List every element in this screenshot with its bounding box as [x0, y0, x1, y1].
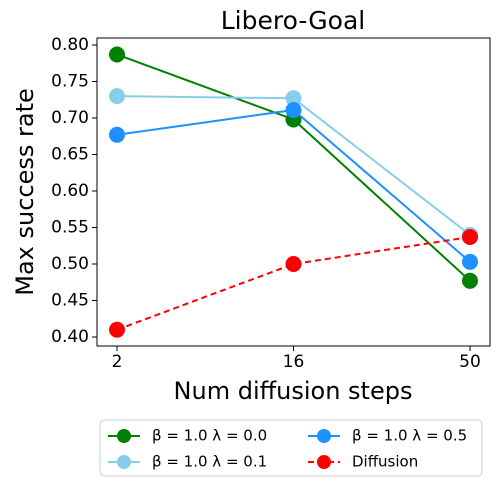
- y-tick-label: 0.40: [51, 327, 89, 347]
- plot-frame: [96, 37, 491, 347]
- point: [109, 46, 125, 63]
- legend-label: β = 1.0 λ = 0.1: [152, 453, 267, 471]
- legend-marker: [317, 429, 331, 443]
- x-tick-label: 16: [283, 352, 305, 372]
- chart-title: Libero-Goal: [221, 6, 365, 35]
- point: [109, 126, 125, 143]
- legend-marker: [117, 429, 131, 443]
- x-tick-label: 50: [459, 352, 481, 372]
- point: [462, 272, 478, 289]
- x-axis-label: Num diffusion steps: [174, 377, 413, 405]
- y-tick-label: 0.55: [51, 218, 89, 238]
- legend-marker: [317, 455, 331, 469]
- legend-label: Diffusion: [352, 453, 418, 471]
- point: [462, 229, 478, 246]
- legend-label: β = 1.0 λ = 0.5: [352, 427, 467, 445]
- point: [462, 253, 478, 270]
- point: [285, 101, 302, 118]
- point: [285, 256, 302, 273]
- series-line: [116, 108, 471, 263]
- point: [109, 321, 125, 338]
- point: [109, 88, 125, 105]
- y-tick-label: 0.80: [51, 35, 89, 55]
- y-tick-label: 0.65: [51, 145, 89, 165]
- y-axis-label: Max success rate: [11, 88, 39, 296]
- y-tick-label: 0.50: [51, 254, 89, 274]
- legend-marker: [117, 455, 131, 469]
- legend-box: [99, 419, 483, 477]
- y-tick-label: 0.70: [51, 108, 89, 128]
- x-tick-label: 2: [112, 352, 123, 372]
- y-tick-label: 0.60: [51, 181, 89, 201]
- y-tick-label: 0.45: [51, 291, 89, 311]
- series-line: [116, 53, 471, 282]
- series-line: [116, 236, 471, 331]
- y-tick-label: 0.75: [51, 72, 89, 92]
- point: [285, 90, 302, 107]
- legend-label: β = 1.0 λ = 0.0: [152, 427, 267, 445]
